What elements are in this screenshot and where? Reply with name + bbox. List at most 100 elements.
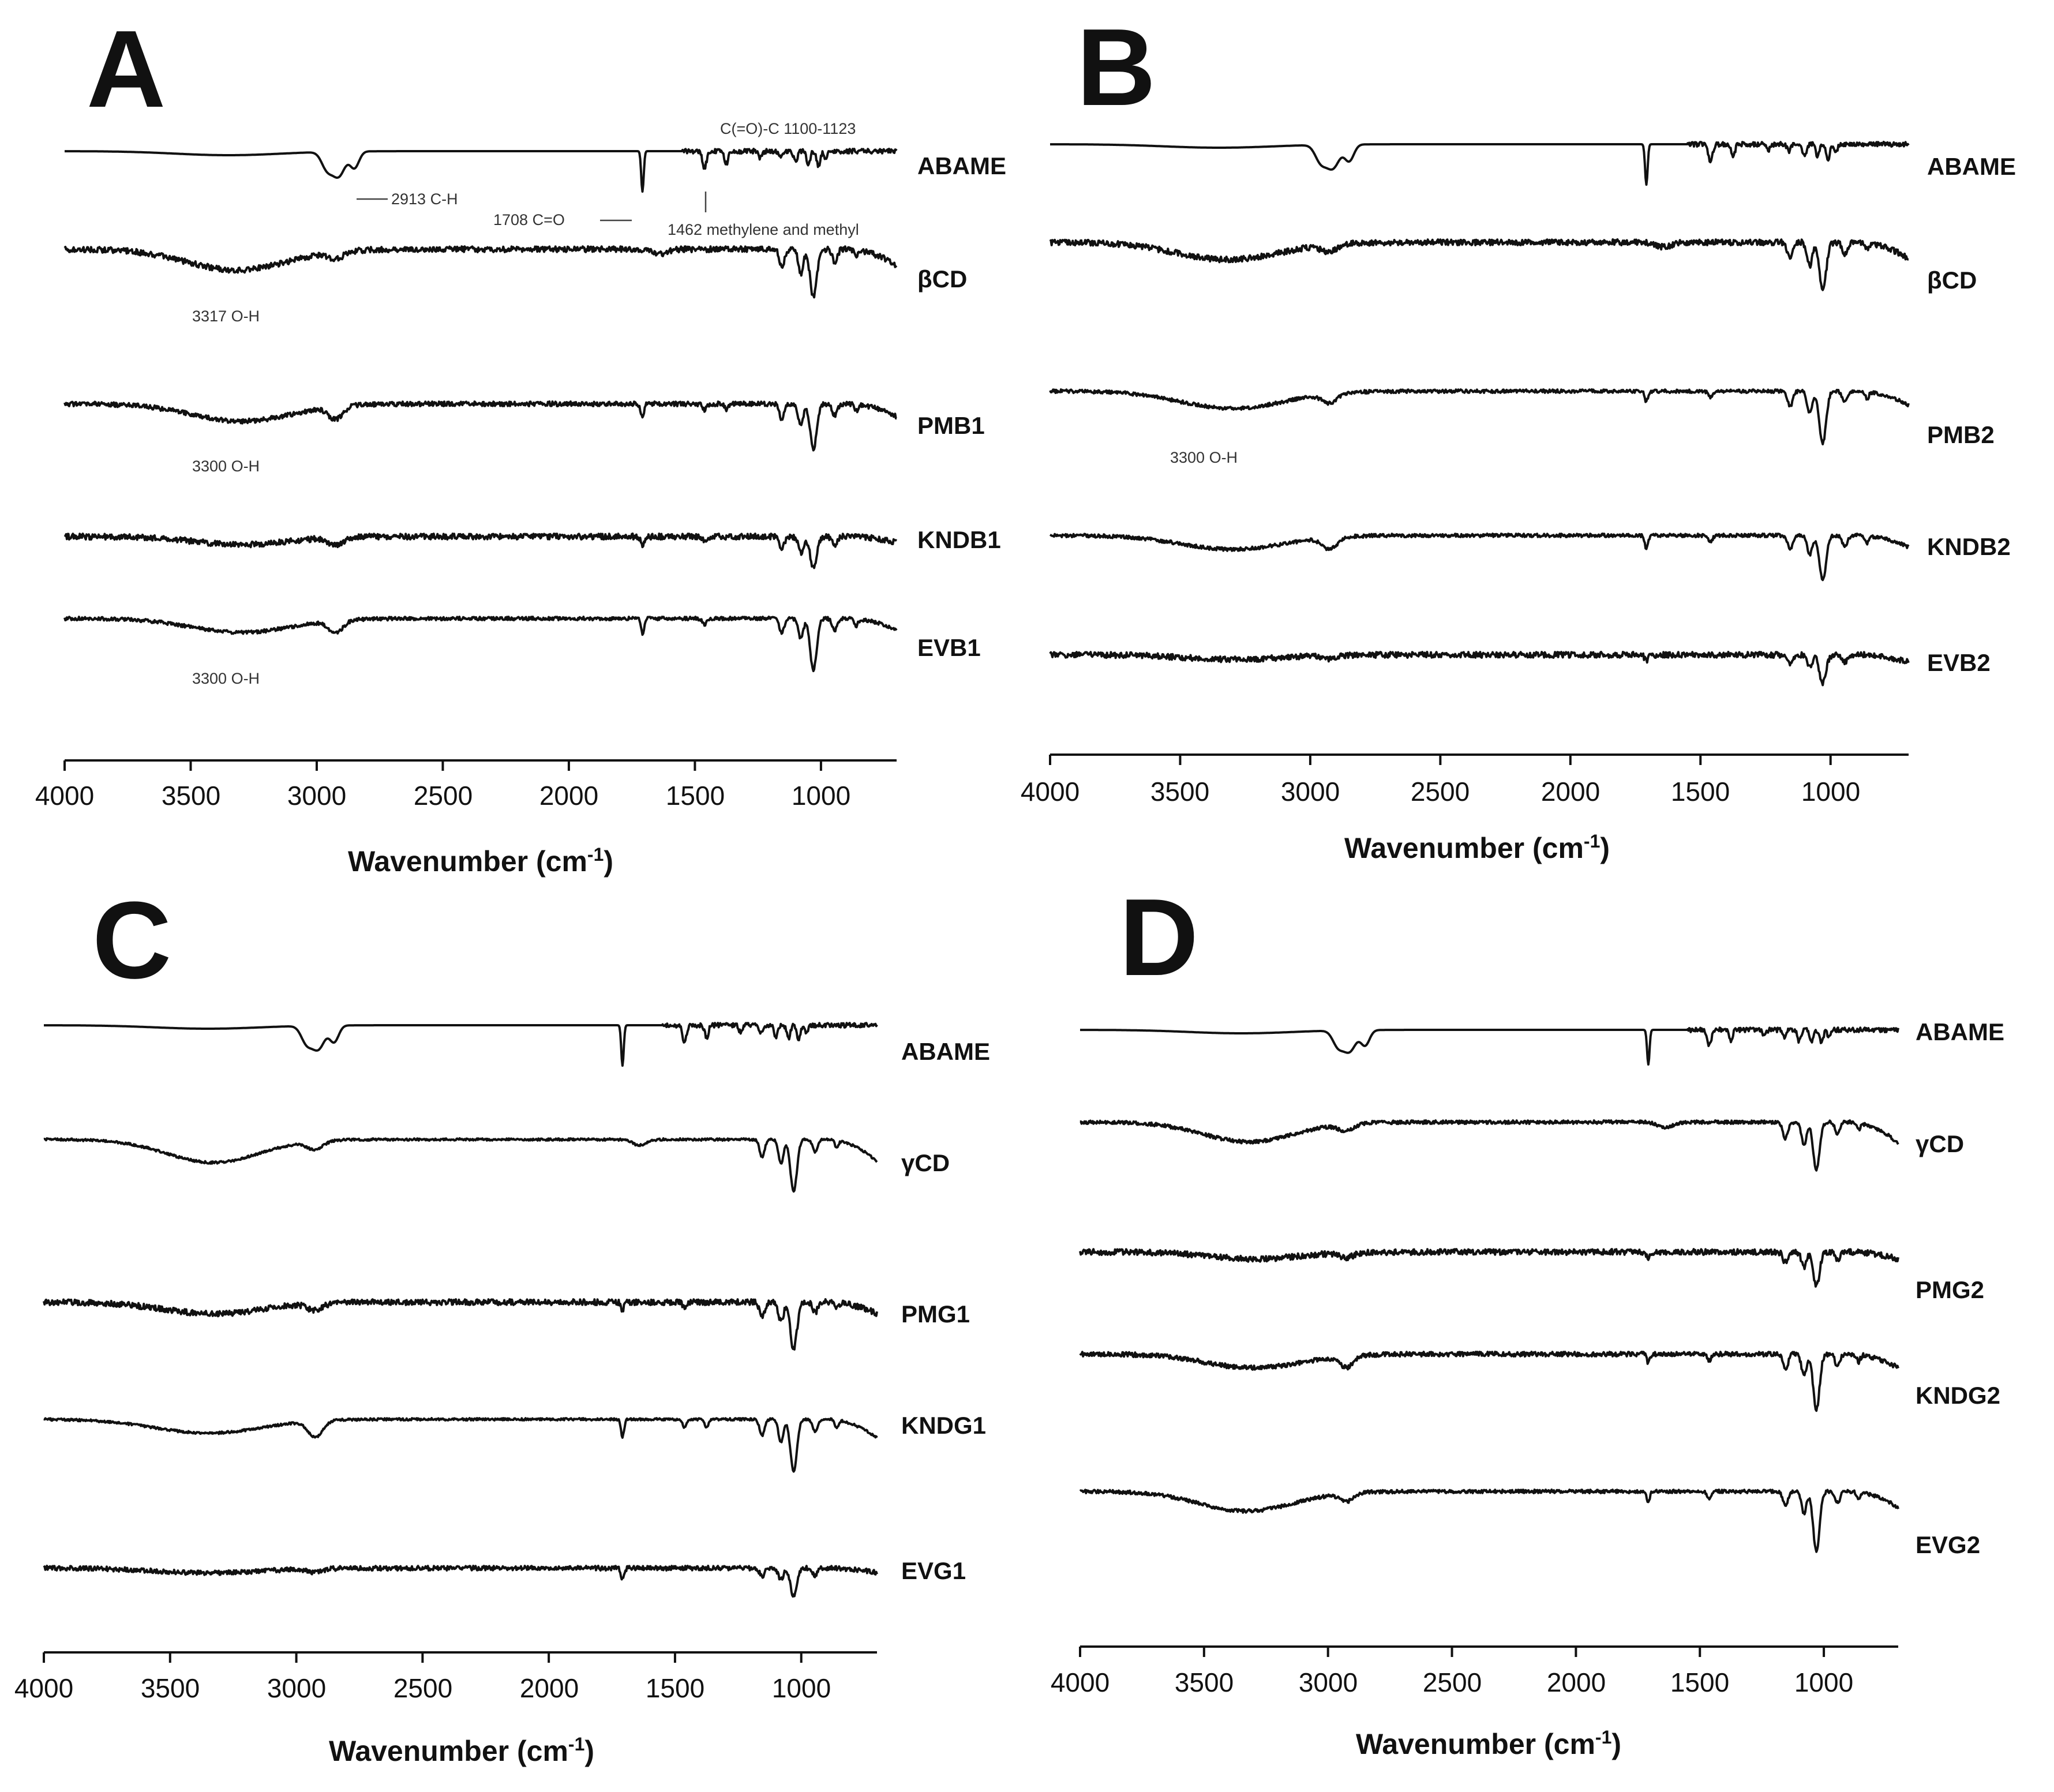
panel-a-annotation-co: 1708 C=O	[493, 211, 565, 228]
panel-a-trace-evb1	[63, 616, 898, 673]
panel-a-tick-label-3000: 3000	[287, 781, 346, 811]
panel-a-annotation-oh-bcd: 3317 O-H	[192, 308, 260, 325]
panel-c-trace-kndg1	[43, 1417, 878, 1473]
panel-a-annotation-oh-pmb1: 3300 O-H	[192, 458, 260, 475]
panel-a-annotation-ch: 2913 C-H	[391, 190, 458, 208]
panel-b: B ABAME βCD PMB2 KNDB2 EVB2 3300 O-H 400…	[1021, 6, 2016, 864]
panel-b-trace-evb2	[1049, 651, 1910, 687]
panel-a-traces	[63, 148, 898, 673]
panel-a-trace-label-kndb1: KNDB1	[917, 526, 1001, 553]
panel-d: D ABAME γCD PMG2 KNDG2 EVG2 4000 3500 30…	[1051, 876, 2004, 1760]
panel-b-tick-label-2500: 2500	[1411, 777, 1470, 807]
panel-b-tick-label-1500: 1500	[1671, 777, 1730, 807]
panel-a-tick-labels: 4000 3500 3000 2500 2000 1500 1000	[35, 781, 850, 811]
panel-c-trace-label-gcd: γCD	[901, 1149, 950, 1176]
panel-b-tick-label-3500: 3500	[1150, 777, 1209, 807]
panel-b-x-axis-title-main: Wavenumber (cm	[1344, 832, 1584, 864]
panel-b-trace-label-bcd: βCD	[1927, 267, 1977, 294]
panel-a-tick-label-4000: 4000	[35, 781, 94, 811]
panel-d-x-axis-title-tail: )	[1611, 1728, 1621, 1760]
panel-a-x-axis-title-main: Wavenumber (cm	[348, 845, 587, 878]
panel-b-traces	[1049, 141, 1910, 687]
panel-c-tick-label-2500: 2500	[393, 1673, 452, 1703]
panel-a-annotation-methylene: 1462 methylene and methyl	[668, 221, 859, 238]
panel-c-x-axis-title-tail: )	[584, 1735, 594, 1767]
panel-a-trace-bcd	[63, 245, 898, 299]
panel-a-tick-label-2000: 2000	[539, 781, 598, 811]
panel-b-trace-label-kndb2: KNDB2	[1927, 533, 2011, 560]
panel-c-tick-label-4000: 4000	[14, 1673, 73, 1703]
panel-d-tick-label-4000: 4000	[1051, 1667, 1110, 1697]
panel-c-letter: C	[92, 879, 171, 1002]
panel-a-tick-label-1000: 1000	[792, 781, 850, 811]
panel-c-ticks	[43, 1652, 803, 1663]
panel-b-ticks	[1049, 755, 1832, 765]
panel-c-tick-label-3500: 3500	[141, 1673, 200, 1703]
panel-d-tick-label-3500: 3500	[1175, 1667, 1234, 1697]
panel-c-traces	[43, 1022, 878, 1598]
panel-d-x-axis-title-sup: -1	[1595, 1727, 1611, 1748]
panel-d-trace-pmg2	[1079, 1248, 1899, 1288]
panel-b-trace-pmb2	[1049, 388, 1910, 445]
panel-c-trace-pmg1	[43, 1298, 878, 1351]
panel-d-tick-label-2000: 2000	[1547, 1667, 1606, 1697]
panel-a-tick-label-1500: 1500	[666, 781, 725, 811]
panel-b-tick-label-4000: 4000	[1021, 777, 1080, 807]
panel-d-trace-abame	[1080, 1026, 1899, 1066]
panel-a-trace-abame	[64, 148, 898, 193]
panel-b-trace-kndb2	[1050, 533, 1910, 582]
panel-b-tick-labels: 4000 3500 3000 2500 2000 1500 1000	[1021, 777, 1860, 807]
panel-b-tick-label-3000: 3000	[1281, 777, 1340, 807]
panel-d-trace-label-abame: ABAME	[1916, 1018, 2004, 1045]
panel-c-x-axis-title-sup: -1	[568, 1734, 584, 1754]
panel-d-tick-label-2500: 2500	[1423, 1667, 1482, 1697]
panel-b-trace-label-abame: ABAME	[1927, 153, 2016, 180]
panel-d-trace-kndg2	[1079, 1351, 1899, 1412]
panel-d-tick-label-1000: 1000	[1794, 1667, 1853, 1697]
panel-d-x-axis-title: Wavenumber (cm-1)	[1356, 1727, 1621, 1760]
panel-b-trace-bcd	[1049, 238, 1909, 291]
panel-d-tick-labels: 4000 3500 3000 2500 2000 1500 1000	[1051, 1667, 1853, 1697]
panel-c-tick-label-3000: 3000	[267, 1673, 326, 1703]
panel-c-x-axis-title: Wavenumber (cm-1)	[329, 1734, 594, 1767]
panel-a-tick-label-3500: 3500	[162, 781, 220, 811]
panel-a-trace-label-abame: ABAME	[917, 152, 1006, 179]
panel-c: C ABAME γCD PMG1 KNDG1 EVG1 4000 3500 30…	[14, 879, 990, 1767]
panel-d-trace-gcd	[1080, 1119, 1899, 1172]
panel-d-letter: D	[1119, 876, 1198, 999]
panel-d-tick-label-1500: 1500	[1670, 1667, 1729, 1697]
panel-c-trace-label-pmg1: PMG1	[901, 1300, 970, 1328]
panel-d-trace-label-evg2: EVG2	[1916, 1531, 1980, 1558]
panel-a-tick-label-2500: 2500	[414, 781, 473, 811]
panel-d-trace-label-pmg2: PMG2	[1916, 1276, 1984, 1303]
panel-b-trace-label-evb2: EVB2	[1927, 649, 1991, 676]
panel-d-x-axis-title-main: Wavenumber (cm	[1356, 1728, 1595, 1760]
panel-b-x-axis-title-sup: -1	[1584, 831, 1600, 852]
panel-c-x-axis-title-main: Wavenumber (cm	[329, 1735, 568, 1767]
panel-b-annotation-oh-pmb2: 3300 O-H	[1170, 449, 1238, 466]
panel-a-trace-label-pmb1: PMB1	[917, 412, 985, 439]
panel-c-trace-label-kndg1: KNDG1	[901, 1412, 986, 1439]
panel-b-tick-label-1000: 1000	[1801, 777, 1860, 807]
panel-d-ticks	[1079, 1647, 1826, 1657]
panel-d-trace-evg2	[1079, 1489, 1899, 1553]
panel-b-tick-label-2000: 2000	[1541, 777, 1600, 807]
panel-d-trace-label-kndg2: KNDG2	[1916, 1382, 2000, 1409]
panel-c-trace-evg1	[43, 1565, 878, 1598]
panel-a-letter: A	[87, 8, 166, 130]
panel-a-x-axis-title-tail: )	[604, 845, 613, 878]
panel-a-ticks	[63, 760, 822, 771]
panel-b-letter: B	[1077, 6, 1156, 129]
panel-c-tick-label-1500: 1500	[646, 1673, 704, 1703]
panel-d-traces	[1079, 1026, 1899, 1553]
panel-c-trace-label-evg1: EVG1	[901, 1557, 966, 1584]
panel-a-trace-label-evb1: EVB1	[917, 634, 981, 661]
panel-b-trace-abame	[1050, 141, 1910, 186]
panel-c-trace-label-abame: ABAME	[901, 1038, 990, 1065]
panel-d-trace-label-gcd: γCD	[1916, 1130, 1964, 1157]
panel-a-x-axis-title-sup: -1	[587, 844, 604, 865]
panel-c-trace-gcd	[43, 1137, 878, 1193]
panel-a-annotation-oh-evb1: 3300 O-H	[192, 670, 260, 687]
